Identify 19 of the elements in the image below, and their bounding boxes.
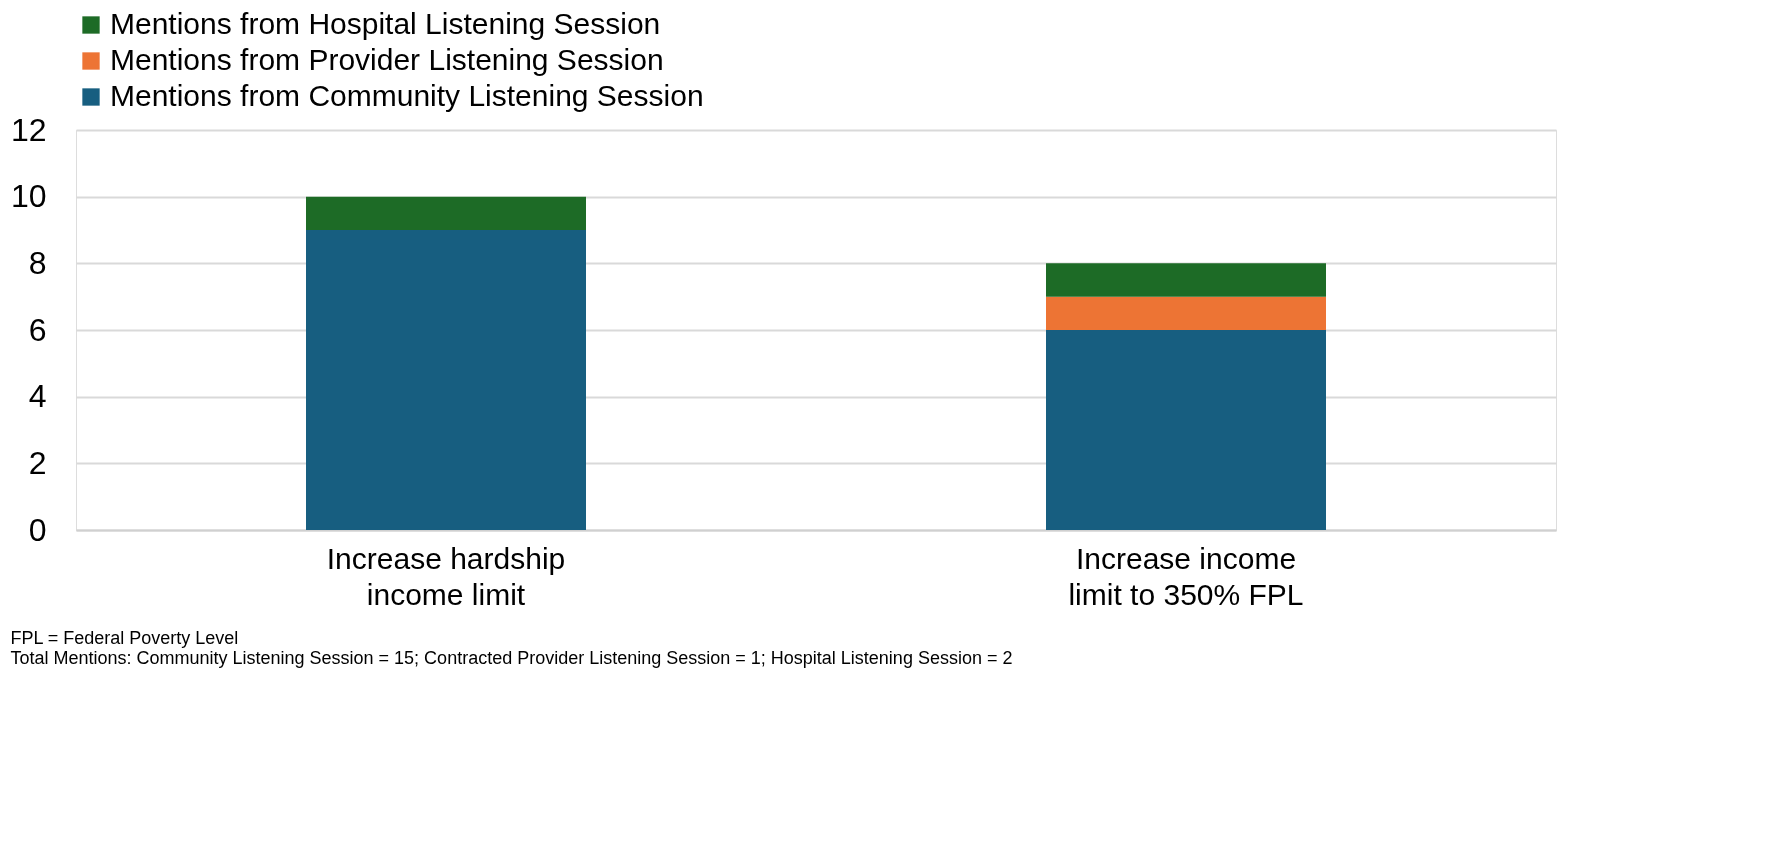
bar	[1046, 330, 1326, 530]
bar	[1046, 296, 1326, 330]
text: FPL = Federal Poverty Level	[10, 628, 239, 648]
y-tick-label: 4	[28, 378, 47, 415]
y-tick-label: 12	[10, 111, 47, 148]
text: Total Mentions: Community Listening Session = 15; Contracted Provider Listening Session = 1; Hospital Listening Session = 2	[10, 648, 1013, 668]
legend-label: Mentions from Community Listening Session	[110, 79, 704, 112]
y-tick-label: 8	[28, 244, 47, 281]
y-tick-label: 2	[28, 444, 47, 481]
bar	[306, 230, 586, 530]
y-tick-label: 10	[10, 178, 47, 215]
bar	[306, 196, 586, 230]
x-tick-label: Increase hardship income limit	[326, 541, 566, 611]
legend-label: Mentions from Hospital Listening Session	[110, 7, 661, 40]
y-tick-label: 6	[28, 311, 47, 348]
bar	[1046, 263, 1326, 297]
legend-label: Mentions from Provider Listening Session	[110, 43, 664, 76]
y-tick-label: 0	[28, 511, 47, 548]
x-tick-label: Increase income limit to 350% FPL	[1068, 541, 1304, 611]
